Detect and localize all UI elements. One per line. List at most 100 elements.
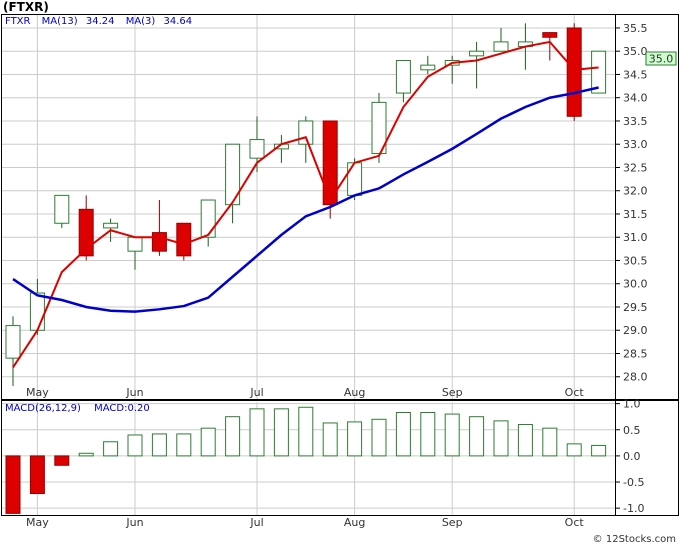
macd-month-label: Jun (125, 516, 143, 529)
candle-up (420, 64, 436, 71)
macd-bars (5, 406, 607, 514)
macd-bar-positive (151, 433, 167, 457)
candle-up (469, 50, 485, 57)
copyright-footer: © 12Stocks.com (593, 534, 676, 545)
axis-labels: 28.0 28.5 29.0 29.5 30.0 30.5 31.0 31.5 32.0 32.5… (26, 22, 647, 529)
candle-up (127, 236, 143, 252)
candle-down (176, 222, 192, 257)
candle-up (29, 292, 45, 331)
candle-up (298, 120, 314, 145)
price-legend: FTXR MA(13) 34.24 MA(3) 34.64 (5, 16, 192, 27)
macd-bar-positive (200, 427, 216, 457)
macd-month-label: Aug (344, 516, 365, 529)
macd-bar-positive (322, 422, 338, 457)
macd-month-label: May (26, 516, 49, 529)
legend-symbol: FTXR (5, 16, 31, 27)
macd-bar-positive (273, 408, 289, 457)
macd-bar-positive (444, 413, 460, 457)
macd-bar-negative (5, 455, 21, 514)
month-label: Oct (565, 386, 585, 399)
legend-ma13-value: 34.24 (86, 16, 115, 27)
month-label: Aug (344, 386, 365, 399)
candle-down (322, 120, 338, 206)
price-panel-frame (1, 14, 679, 400)
price-tick-label: 33.0 (623, 138, 648, 151)
moving-average-lines (12, 40, 599, 368)
candle-up (347, 162, 363, 196)
macd-bar-positive (78, 452, 94, 457)
price-candles (5, 23, 607, 387)
price-tick-label: 29.5 (623, 301, 648, 314)
price-tick-label: 35.5 (623, 22, 648, 35)
macd-bar-positive (127, 434, 143, 457)
candle-up (225, 143, 241, 206)
price-tick-label: 31.5 (623, 208, 648, 221)
price-tick-label: 32.5 (623, 161, 648, 174)
candle-up (591, 50, 607, 94)
macd-bar-positive (420, 412, 436, 457)
last-price-badge-bg (645, 51, 677, 66)
macd-bar-positive (103, 441, 119, 457)
macd-tick-label: -0.5 (623, 476, 644, 489)
macd-bar-positive (542, 427, 558, 457)
macd-legend: MACD(26,12,9) MACD:0.20 (5, 403, 150, 414)
macd-month-label: Oct (565, 516, 585, 529)
price-tick-label: 30.5 (623, 254, 648, 267)
price-tick-label: 34.0 (623, 92, 648, 105)
macd-bar-positive (249, 408, 265, 457)
price-tick-label: 28.0 (623, 371, 648, 384)
candle-up (5, 325, 21, 359)
candle-up (249, 139, 265, 159)
candle-down (566, 27, 582, 117)
macd-bar-positive (469, 416, 485, 457)
legend-ma3-value: 34.64 (164, 16, 193, 27)
candle-up (493, 41, 509, 52)
legend-ma3-label: MA(3) (126, 16, 156, 27)
price-tick-label: 31.0 (623, 231, 648, 244)
month-label: May (26, 386, 49, 399)
macd-bar-positive (225, 416, 241, 457)
candle-down (542, 32, 558, 38)
ma3-line (12, 86, 599, 313)
macd-panel-frame (1, 400, 679, 516)
macd-bar-positive (493, 420, 509, 457)
macd-bar-positive (347, 421, 363, 457)
macd-month-label: Sep (442, 516, 463, 529)
candle-up (395, 60, 411, 94)
macd-bar-positive (371, 418, 387, 457)
macd-legend-value: MACD:0.20 (94, 403, 150, 414)
candle-up (103, 222, 119, 229)
month-label: Jun (125, 386, 143, 399)
month-label: Jul (249, 386, 263, 399)
macd-bar-positive (591, 444, 607, 457)
candle-down (78, 208, 94, 257)
macd-tick-label: 1.0 (623, 398, 641, 411)
legend-ma13-label: MA(13) (42, 16, 78, 27)
macd-tick-label: 0.0 (623, 450, 641, 463)
candle-down (151, 232, 167, 252)
macd-tick-label: 0.5 (623, 424, 641, 437)
ma13-line (12, 40, 599, 368)
price-tick-label: 29.0 (623, 324, 648, 337)
price-tick-label: 30.0 (623, 278, 648, 291)
price-tick-label: 34.5 (623, 68, 648, 81)
macd-bar-negative (29, 455, 45, 495)
macd-bar-negative (54, 455, 70, 466)
macd-bar-positive (517, 424, 533, 457)
month-label: Sep (442, 386, 463, 399)
price-tick-label: 35.0 (623, 45, 648, 58)
candle-up (54, 194, 70, 224)
candle-up (200, 199, 216, 238)
macd-bar-positive (298, 406, 314, 457)
macd-bar-positive (566, 443, 582, 457)
macd-month-label: Jul (249, 516, 263, 529)
price-tick-label: 28.5 (623, 347, 648, 360)
last-price-badge: 35.0 (649, 53, 674, 66)
macd-bar-positive (395, 412, 411, 457)
macd-tick-label: -1.0 (623, 502, 644, 515)
price-tick-label: 33.5 (623, 115, 648, 128)
candle-up (371, 101, 387, 155)
macd-legend-label: MACD(26,12,9) (5, 403, 81, 414)
macd-bar-positive (176, 433, 192, 457)
